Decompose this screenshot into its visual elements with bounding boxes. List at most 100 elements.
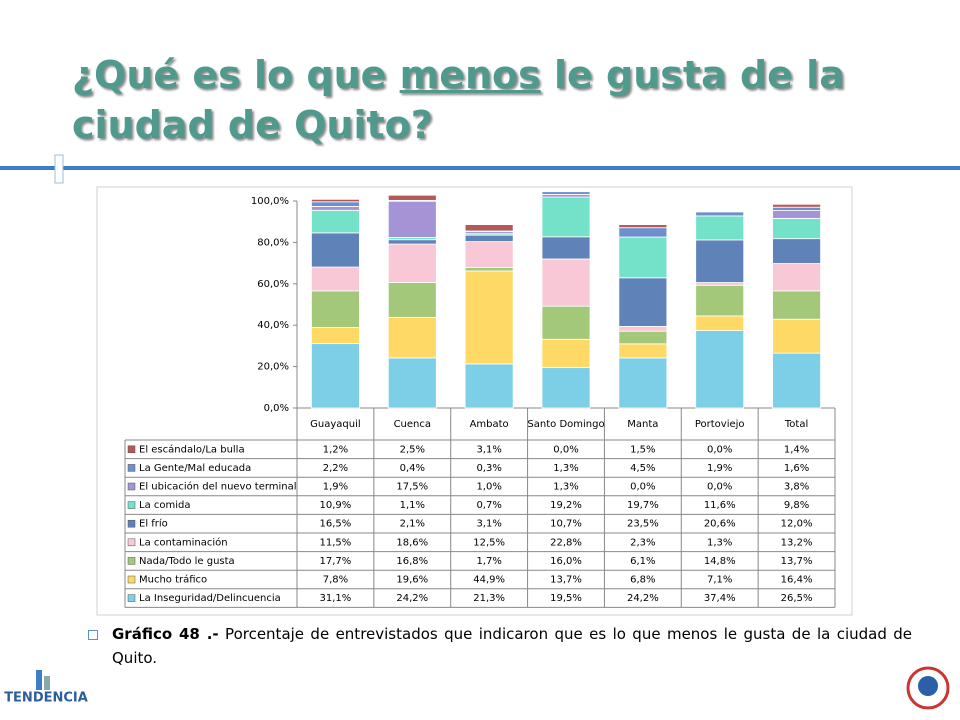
value-label: 1,7% — [476, 556, 501, 567]
logo-right — [918, 676, 938, 696]
legend-label: Nada/Todo le gusta — [139, 556, 235, 567]
value-label: 13,2% — [781, 537, 813, 548]
caption-text: Porcentaje de entrevistados que indicaro… — [112, 625, 913, 667]
bar-segment — [772, 238, 821, 264]
value-label: 31,1% — [320, 593, 352, 604]
bar-segment — [541, 236, 591, 260]
value-label: 10,7% — [550, 519, 582, 530]
bar-segment — [695, 211, 745, 217]
value-label: 4,5% — [630, 463, 655, 474]
value-label: 7,8% — [323, 575, 348, 586]
divider — [63, 166, 960, 170]
value-label: 6,8% — [630, 575, 655, 586]
value-label: 1,5% — [630, 444, 655, 455]
bar-segment — [387, 239, 437, 245]
x-tick-label: Ambato — [470, 419, 509, 430]
bar-segment — [772, 290, 821, 320]
legend-label: La comida — [139, 500, 191, 511]
slide-title: ¿Qué es lo que menos le gusta de la ciud… — [72, 50, 932, 150]
value-label: 21,3% — [473, 593, 505, 604]
legend-swatch — [127, 538, 136, 547]
value-label: 17,7% — [320, 556, 352, 567]
bar-segment — [541, 305, 591, 340]
y-tick-label: 60,0% — [257, 279, 289, 290]
bar-segment — [695, 282, 745, 286]
legend-label: El frío — [139, 518, 168, 530]
value-label: 12,5% — [473, 537, 505, 548]
bar-segment — [387, 282, 437, 318]
legend-swatch — [127, 482, 136, 491]
value-label: 6,1% — [630, 556, 655, 567]
y-tick-label: 20,0% — [257, 362, 289, 373]
bar-segment — [311, 198, 360, 203]
y-tick-label: 80,0% — [257, 237, 289, 248]
legend-swatch — [127, 501, 136, 509]
title-text: le gusta de la ciudad de Quito? — [72, 53, 845, 147]
bar-segment — [695, 239, 745, 283]
value-label: 0,0% — [553, 444, 578, 455]
value-label: 16,8% — [396, 556, 428, 567]
bullet — [88, 630, 98, 640]
value-label: 1,3% — [707, 537, 732, 548]
bar-segment — [311, 290, 360, 328]
bar-segment — [464, 270, 514, 365]
bar-segment — [541, 196, 591, 238]
value-label: 1,0% — [476, 482, 501, 493]
value-label: 17,5% — [396, 482, 428, 493]
value-label: 12,0% — [781, 519, 813, 530]
x-tick-label: Portoviejo — [695, 419, 745, 430]
value-label: 16,4% — [781, 575, 813, 586]
bar-segment — [541, 367, 591, 409]
bar-segment — [695, 215, 745, 241]
logo-icon — [44, 676, 50, 690]
value-label: 3,8% — [784, 482, 809, 493]
legend-swatch — [127, 594, 136, 602]
divider-box — [54, 154, 64, 184]
legend-label: La Inseguridad/Delincuencia — [139, 593, 281, 604]
value-label: 44,9% — [473, 575, 505, 586]
value-label: 11,6% — [704, 500, 736, 511]
value-label: 3,1% — [476, 519, 501, 530]
logo-icon — [36, 670, 42, 690]
divider — [0, 166, 55, 170]
bar-segment — [387, 194, 437, 201]
bar-segment — [387, 200, 437, 238]
value-label: 1,2% — [323, 444, 348, 455]
bar-segment — [387, 243, 437, 283]
value-label: 0,4% — [400, 463, 425, 474]
legend-label: Mucho tráfico — [139, 574, 207, 586]
bar-segment — [311, 266, 360, 292]
value-label: 16,5% — [320, 519, 352, 530]
value-label: 3,1% — [476, 444, 501, 455]
value-label: 24,2% — [627, 593, 659, 604]
value-label: 0,0% — [630, 482, 655, 493]
bar-segment — [541, 338, 591, 369]
value-label: 2,1% — [400, 519, 425, 530]
value-label: 7,1% — [707, 575, 732, 586]
bar-segment — [311, 327, 360, 345]
x-tick-label: Total — [784, 419, 808, 430]
bar-segment — [541, 191, 591, 195]
bar-segment — [387, 357, 437, 409]
legend-label: El ubicación del nuevo terminal — [139, 481, 297, 493]
bar-segment — [618, 277, 668, 327]
legend-swatch — [127, 519, 136, 528]
bar-segment — [618, 224, 668, 229]
x-tick-label: Guayaquil — [310, 419, 361, 430]
value-label: 16,0% — [550, 556, 582, 567]
value-label: 18,6% — [396, 537, 428, 548]
value-label: 13,7% — [781, 556, 813, 567]
bar-segment — [772, 318, 821, 354]
y-tick-label: 0,0% — [264, 403, 289, 414]
bar-segment — [618, 343, 668, 359]
value-label: 2,5% — [400, 444, 425, 455]
legend-swatch — [127, 557, 136, 565]
bar-segment — [311, 343, 360, 409]
bar-segment — [618, 357, 668, 409]
value-label: 2,3% — [630, 537, 655, 548]
title-emphasis: menos — [399, 53, 541, 97]
value-label: 10,9% — [320, 500, 352, 511]
bar-segment — [311, 201, 360, 207]
bar-segment — [772, 203, 821, 208]
